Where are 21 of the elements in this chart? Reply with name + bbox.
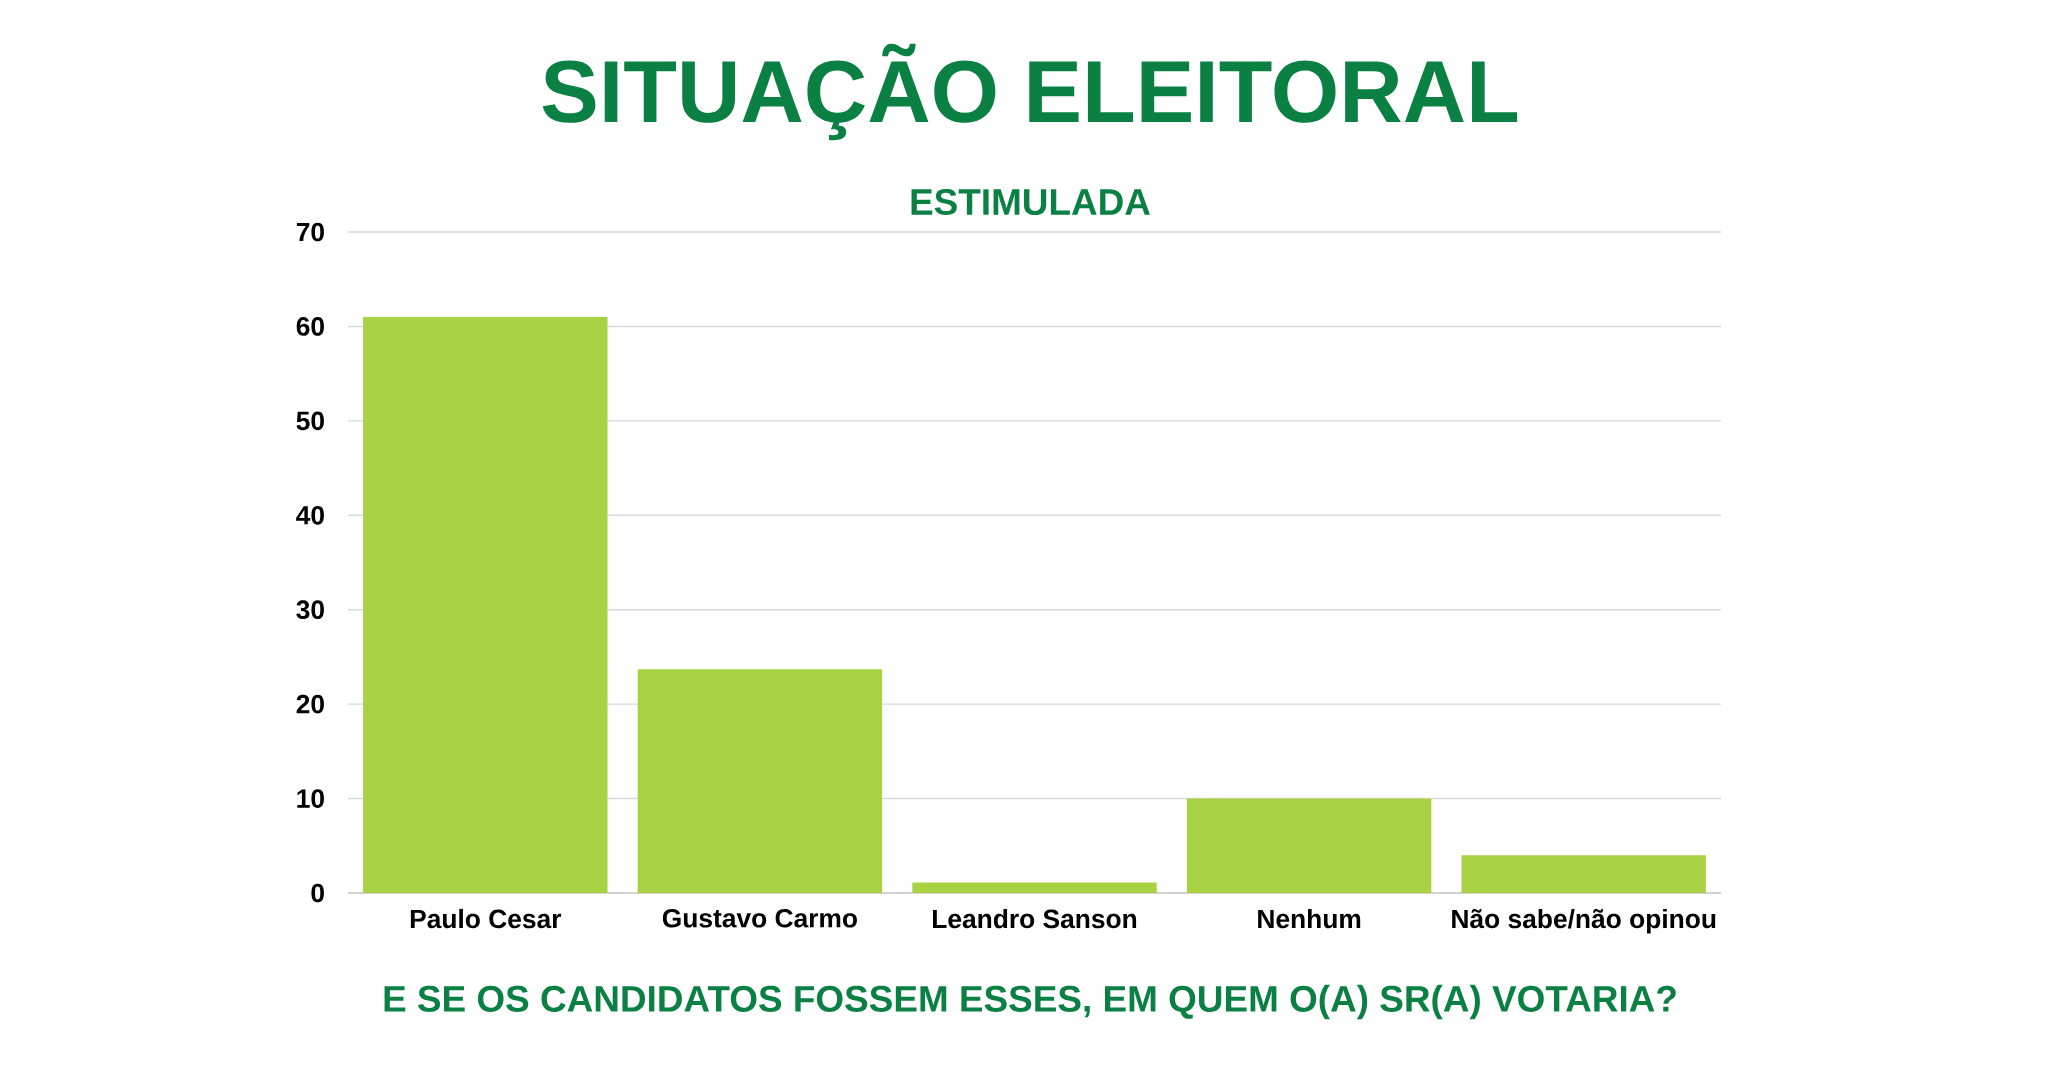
x-tick-label: Paulo Cesar: [410, 908, 562, 929]
x-tick-label: Leandro Sanson: [933, 908, 1137, 929]
y-tick-label: 50: [296, 411, 324, 431]
text: E SE OS CANDIDATOS FOSSEM ESSES, EM QUEM O(A) SR(A) VOTARIA?: [384, 984, 1676, 1020]
y-tick-label: 20: [296, 694, 324, 714]
y-tick-label: 30: [296, 600, 324, 620]
bar: [912, 882, 1157, 893]
bar: [1186, 798, 1432, 893]
y-tick-label: 70: [296, 222, 324, 242]
bar: [1461, 855, 1706, 893]
x-tick-label: Gustavo Carmo: [662, 908, 857, 928]
x-tick-label: Nenhum: [1258, 908, 1361, 929]
y-tick-label: 60: [296, 317, 324, 336]
chart-subtitle: ESTIMULADA: [911, 188, 1150, 216]
y-tick-label: 40: [296, 505, 324, 525]
y-tick-label: 0: [311, 883, 324, 903]
x-tick-label: Não sabe/não opinou: [1452, 908, 1716, 934]
bar: [363, 317, 608, 893]
chart-title: SITUAÇÃO ELEITORAL: [542, 43, 1518, 141]
bar: [637, 669, 883, 893]
y-tick-label: 10: [297, 789, 324, 808]
